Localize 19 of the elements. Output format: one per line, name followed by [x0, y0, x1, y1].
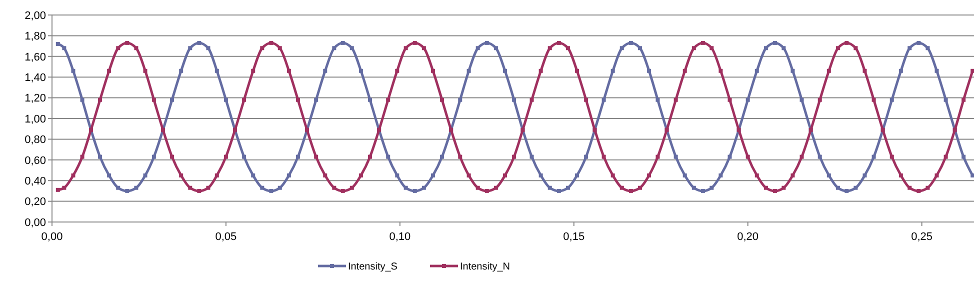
x-tick-label: 0,10: [389, 231, 411, 243]
y-tick-label: 0,00: [24, 216, 46, 229]
y-tick-label: 1,60: [24, 51, 46, 64]
legend-label: Intensity_N: [460, 262, 510, 272]
y-tick-label: 0,80: [24, 134, 46, 146]
y-tick-label: 1,80: [24, 30, 46, 43]
y-tick-label: 0,60: [24, 154, 46, 167]
y-tick-label: 0,20: [24, 196, 46, 208]
y-tick-label: 0,40: [24, 175, 46, 188]
x-tick-label: 0,20: [737, 231, 759, 243]
y-tick-label: 1,40: [24, 72, 46, 84]
x-tick-label: 0,00: [41, 231, 63, 243]
x-tick-label: 0,15: [563, 231, 585, 243]
y-tick-label: 1,00: [24, 113, 46, 126]
y-tick-label: 2,00: [24, 10, 46, 22]
x-tick-label: 0,25: [911, 231, 933, 243]
legend-label: Intensity_S: [348, 262, 398, 272]
x-tick-label: 0,05: [215, 231, 237, 243]
y-tick-label: 1,20: [24, 92, 46, 105]
